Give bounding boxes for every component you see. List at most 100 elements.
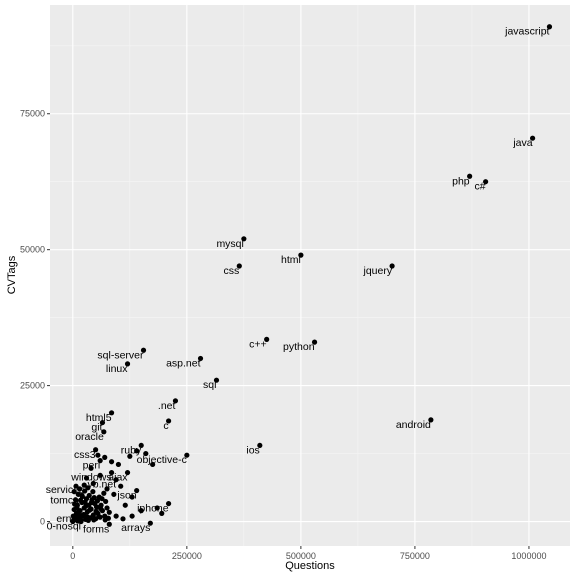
point-label: sql: [203, 379, 216, 391]
point-label: c++: [249, 338, 267, 350]
x-tick-label: 0: [70, 551, 75, 561]
data-point: [108, 459, 115, 465]
data-point: [90, 480, 96, 487]
x-tick-label: 750000: [400, 551, 430, 561]
y-axis: 0 25000 50000 75000: [20, 109, 50, 527]
data-point-objective-c: [184, 452, 190, 458]
point-label: windows: [70, 472, 111, 484]
data-point: [94, 498, 101, 504]
data-point: [93, 504, 100, 510]
data-point-ruby: [138, 442, 144, 449]
data-point: [127, 453, 133, 459]
data-point-c-: [483, 179, 489, 185]
data-point: [71, 489, 77, 495]
point-label: linux: [106, 363, 128, 375]
data-point: [118, 483, 124, 489]
data-point-oracle: [101, 429, 107, 435]
data-point: [70, 513, 76, 519]
point-label: c: [163, 420, 168, 432]
point-label: vb.net: [88, 479, 117, 491]
data-point: [154, 505, 160, 511]
data-point: [90, 489, 96, 495]
data-point: [129, 513, 135, 519]
data-point-mysql: [241, 236, 247, 242]
data-point-c: [165, 418, 172, 424]
data-point-windows: [108, 469, 115, 476]
data-point: [138, 508, 144, 514]
data-point: [70, 518, 76, 525]
y-tick-label: 50000: [20, 245, 45, 255]
minor-gridlines: [50, 5, 570, 546]
data-point: [77, 486, 83, 492]
data-point: [115, 461, 122, 468]
data-point: [91, 495, 97, 501]
data-point: [83, 475, 90, 481]
point-label: c#: [475, 181, 486, 193]
data-point-erna: [74, 511, 80, 517]
point-label: erna: [56, 513, 77, 525]
data-point-perl: [97, 458, 103, 464]
data-point-sql-server: [140, 347, 147, 353]
data-point: [120, 516, 126, 522]
point-label: css3: [74, 449, 96, 461]
point-label: html5: [86, 412, 112, 424]
x-axis-title: Questions: [285, 560, 335, 572]
point-label: php: [452, 175, 470, 187]
point-label: css: [224, 265, 240, 277]
point-label: perl: [83, 460, 101, 472]
data-point-css3: [93, 447, 99, 453]
point-label: java: [512, 137, 532, 149]
data-point-services: [81, 482, 87, 488]
y-tick-label: 0: [40, 517, 45, 527]
data-point: [85, 485, 91, 491]
point-label: html: [281, 254, 301, 266]
point-label: git: [91, 422, 102, 434]
data-point: [93, 508, 99, 514]
data-point-android: [428, 417, 434, 423]
point-label: iphone: [137, 503, 169, 515]
data-point: [86, 492, 92, 499]
point-label: ruby: [121, 444, 142, 456]
data-point-0-nosql: [78, 518, 84, 525]
point-label: .net: [158, 400, 176, 412]
data-point: [82, 499, 88, 505]
data-point: [111, 491, 117, 497]
x-tick-label: 250000: [172, 551, 202, 561]
point-labels: javascript java php c# mysql html css jquery c++…: [46, 26, 550, 536]
point-label: json: [116, 490, 136, 502]
data-point-arrays: [147, 520, 153, 526]
y-tick-label: 25000: [20, 381, 45, 391]
point-label: jquery: [362, 265, 392, 277]
data-point: [90, 512, 96, 518]
point-label: 0-nosql: [47, 521, 81, 533]
data-point: [72, 497, 79, 503]
data-point: [74, 504, 80, 510]
data-point: [98, 505, 104, 512]
data-point: [143, 450, 149, 457]
data-points: [70, 24, 553, 527]
point-label: oracle: [75, 431, 104, 443]
y-axis-title: CVTags: [6, 255, 18, 294]
data-point-asp-net: [197, 355, 204, 362]
data-point: [82, 488, 88, 494]
data-point: [159, 510, 165, 516]
data-point: [91, 517, 97, 523]
data-point: [97, 472, 103, 478]
point-label: sql-server: [97, 349, 144, 361]
data-point-tomcat: [79, 492, 85, 499]
data-point-linux: [124, 361, 131, 367]
data-point-sql: [213, 377, 220, 383]
point-label: javascript: [504, 26, 549, 38]
point-label: android: [396, 419, 431, 431]
y-tick-label: 75000: [20, 109, 45, 119]
data-point: [87, 507, 93, 513]
data-point: [113, 513, 119, 519]
data-point-forms: [106, 521, 112, 527]
data-point-java: [529, 135, 536, 141]
data-point: [95, 452, 101, 458]
data-point: [104, 486, 110, 492]
data-point-javascript: [546, 24, 553, 30]
data-point-css: [236, 263, 242, 269]
point-label: objective-c: [137, 454, 187, 466]
data-point: [122, 502, 128, 508]
